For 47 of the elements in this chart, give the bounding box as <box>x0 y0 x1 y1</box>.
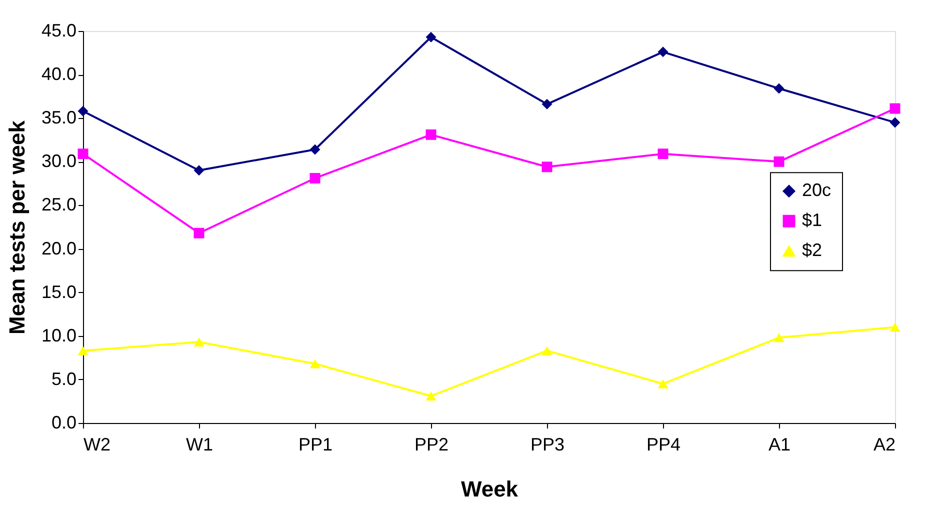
point <box>542 162 552 172</box>
legend-label: $1 <box>802 210 822 230</box>
point <box>658 46 668 58</box>
point <box>890 103 900 114</box>
x-tick-label: W2 <box>84 434 110 454</box>
x-tick-label: A1 <box>768 434 791 454</box>
y-tick-label: 10.0 <box>41 325 76 346</box>
point <box>78 106 88 116</box>
y-tick-label: 0.0 <box>51 412 76 432</box>
point <box>194 228 204 238</box>
x-tick-label: PP4 <box>646 434 681 454</box>
y-tick-label: 5.0 <box>51 368 76 389</box>
point <box>310 144 320 155</box>
legend-label: 20c <box>802 180 832 200</box>
y-tick-label: 20.0 <box>41 238 76 258</box>
point <box>658 148 668 160</box>
point <box>310 359 320 368</box>
point <box>542 346 552 356</box>
point <box>774 83 784 94</box>
y-tick-label: 35.0 <box>41 108 76 128</box>
point <box>774 156 784 167</box>
y-tick-label: 25.0 <box>41 194 76 215</box>
point <box>78 148 88 160</box>
point <box>194 165 204 176</box>
x-tick-label: PP1 <box>298 434 333 454</box>
point <box>426 391 436 401</box>
y-tick-label: 40.0 <box>41 64 76 84</box>
point <box>310 172 320 184</box>
x-tick-label: W1 <box>186 434 213 454</box>
point <box>890 322 900 332</box>
y-tick-label: 15.0 <box>41 282 76 302</box>
x-tick-label: PP3 <box>530 434 565 454</box>
legend-label: $2 <box>802 240 822 260</box>
point <box>78 346 88 356</box>
point <box>426 129 436 140</box>
x-tick-label: PP2 <box>414 434 449 454</box>
point <box>426 32 436 42</box>
point <box>890 117 900 128</box>
point <box>194 337 204 347</box>
y-tick-label: 45.0 <box>41 20 76 40</box>
y-axis-title: Mean tests per week <box>4 120 30 334</box>
point <box>658 379 668 388</box>
point <box>774 333 784 342</box>
x-tick-label: A2 <box>873 434 896 454</box>
y-tick-label: 30.0 <box>41 151 76 172</box>
x-axis-title: Week <box>460 476 519 502</box>
point <box>542 98 552 110</box>
